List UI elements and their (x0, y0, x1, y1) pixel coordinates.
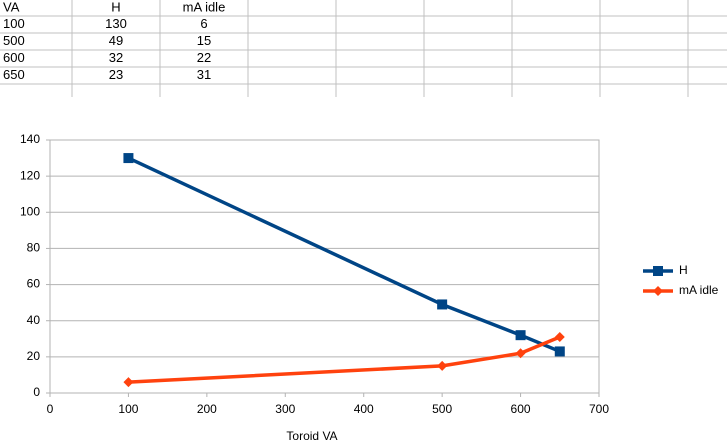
legend-marker (653, 286, 663, 296)
x-tick-label: 300 (275, 402, 295, 416)
cell: 130 (105, 16, 127, 31)
cell: 23 (109, 67, 123, 82)
cell: 100 (3, 16, 25, 31)
header-cell: H (111, 0, 120, 14)
header-cell: mA idle (183, 0, 226, 14)
y-tick-label: 60 (27, 277, 41, 291)
y-tick-label: 100 (20, 204, 40, 218)
data-point (515, 348, 526, 359)
legend-label: mA idle (679, 283, 719, 297)
header-cell: VA (3, 0, 20, 14)
cell: 600 (3, 50, 25, 65)
cell: 15 (197, 33, 211, 48)
cell: 31 (197, 67, 211, 82)
data-point (123, 377, 134, 388)
y-tick-label: 80 (27, 241, 41, 255)
y-tick-label: 140 (20, 132, 40, 146)
x-tick-label: 0 (47, 402, 54, 416)
legend-marker (653, 266, 663, 276)
x-tick-label: 400 (354, 402, 374, 416)
cell: 650 (3, 67, 25, 82)
legend-label: H (679, 263, 688, 277)
y-tick-label: 40 (27, 313, 41, 327)
y-tick-label: 0 (33, 385, 40, 399)
data-point (554, 346, 565, 357)
cell: 32 (109, 50, 123, 65)
cell: 500 (3, 33, 25, 48)
x-tick-label: 700 (589, 402, 609, 416)
cell: 22 (197, 50, 211, 65)
x-tick-label: 600 (511, 402, 531, 416)
cell: 49 (109, 33, 123, 48)
series-line (128, 335, 561, 384)
data-point (554, 331, 565, 342)
y-tick-label: 120 (20, 168, 40, 182)
data-point (515, 330, 526, 341)
x-tick-label: 200 (197, 402, 217, 416)
series-line (127, 156, 561, 354)
data-point (437, 299, 448, 310)
data-point (437, 360, 448, 371)
x-axis-title: Toroid VA (286, 429, 337, 443)
x-tick-label: 500 (432, 402, 452, 416)
cell: 6 (200, 16, 207, 31)
data-point (123, 153, 134, 164)
x-tick-label: 100 (118, 402, 138, 416)
y-tick-label: 20 (27, 349, 41, 363)
